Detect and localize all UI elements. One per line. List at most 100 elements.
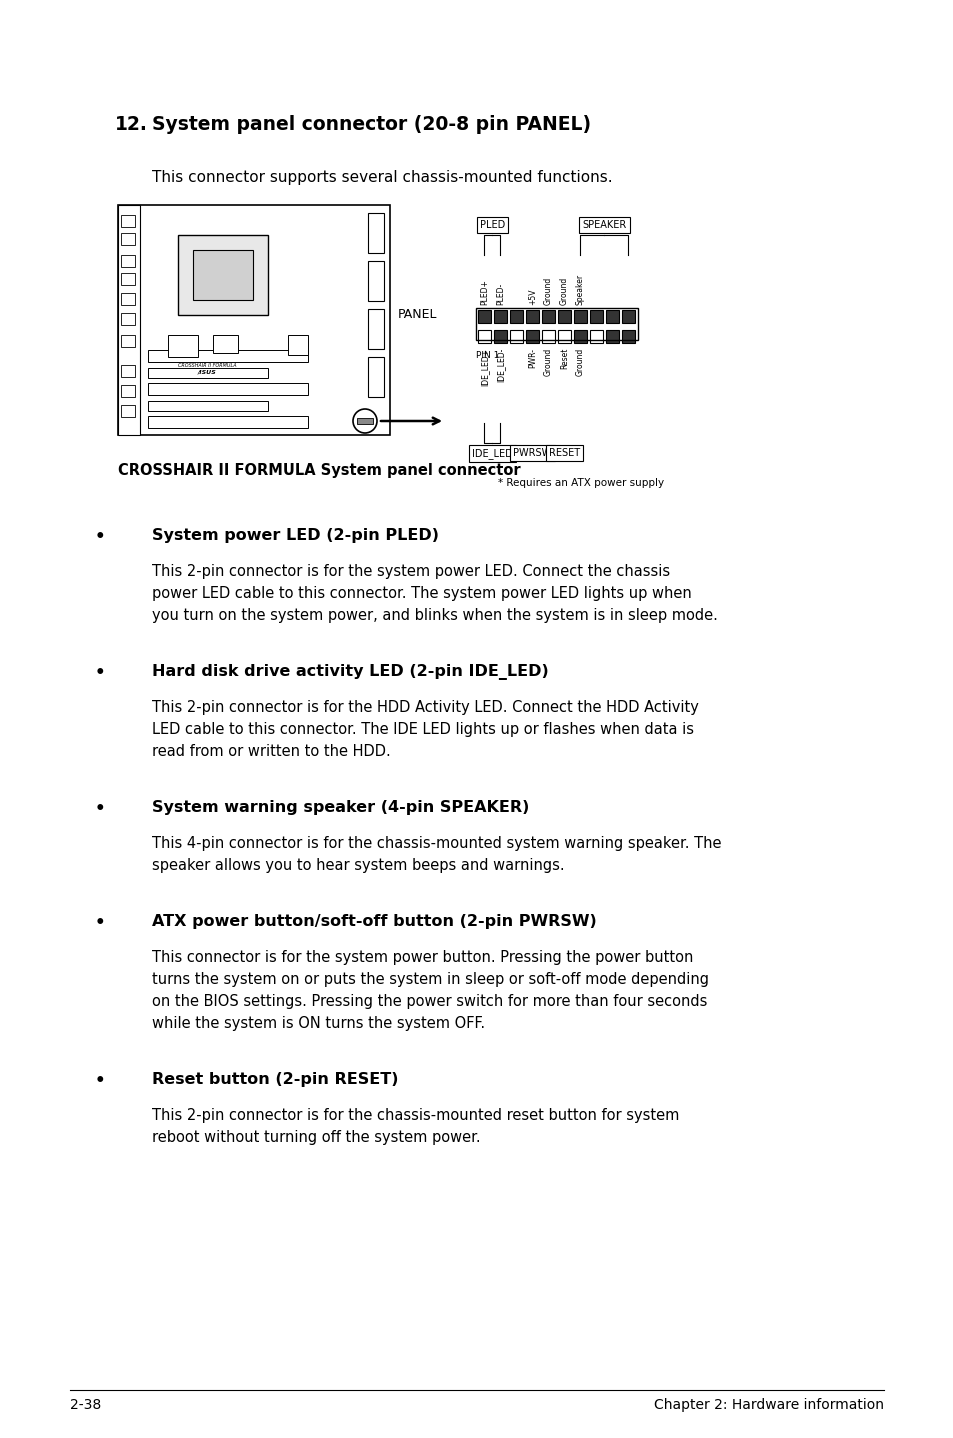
Bar xyxy=(510,311,522,324)
Bar xyxy=(494,311,506,324)
Text: * Requires an ATX power supply: * Requires an ATX power supply xyxy=(497,477,663,487)
Bar xyxy=(118,206,140,436)
Text: •: • xyxy=(95,915,106,932)
Text: Chapter 2: Hardware information: Chapter 2: Hardware information xyxy=(654,1398,883,1412)
Bar xyxy=(121,233,135,244)
Bar xyxy=(121,255,135,267)
Text: System panel connector (20-8 pin PANEL): System panel connector (20-8 pin PANEL) xyxy=(152,115,591,134)
Text: System power LED (2-pin PLED): System power LED (2-pin PLED) xyxy=(152,528,438,544)
Bar xyxy=(589,329,602,344)
Bar xyxy=(121,293,135,305)
Bar xyxy=(148,349,308,362)
Bar xyxy=(121,406,135,417)
Bar xyxy=(288,335,308,355)
Bar xyxy=(605,311,618,324)
Bar xyxy=(121,313,135,325)
Text: Ground: Ground xyxy=(543,348,553,377)
Text: System warning speaker (4-pin SPEAKER): System warning speaker (4-pin SPEAKER) xyxy=(152,800,529,815)
Text: /ISUS: /ISUS xyxy=(198,370,216,375)
Bar xyxy=(574,329,586,344)
Bar xyxy=(178,234,268,315)
Text: PLED+: PLED+ xyxy=(479,279,489,305)
Bar xyxy=(121,216,135,227)
Bar xyxy=(148,368,268,378)
Bar xyxy=(476,308,638,339)
Text: This 4-pin connector is for the chassis-mounted system warning speaker. The: This 4-pin connector is for the chassis-… xyxy=(152,835,720,851)
Text: •: • xyxy=(95,664,106,682)
Bar xyxy=(477,311,491,324)
Bar xyxy=(574,311,586,324)
Text: This 2-pin connector is for the HDD Activity LED. Connect the HDD Activity: This 2-pin connector is for the HDD Acti… xyxy=(152,700,699,715)
Bar xyxy=(213,335,237,352)
Text: CROSSHAIR II FORMULA System panel connector: CROSSHAIR II FORMULA System panel connec… xyxy=(118,463,520,477)
Text: +5V: +5V xyxy=(527,289,537,305)
Bar xyxy=(589,311,602,324)
Bar xyxy=(193,250,253,301)
Text: IDE_LED: IDE_LED xyxy=(472,449,513,459)
Text: PLED-: PLED- xyxy=(496,283,504,305)
Text: PLED: PLED xyxy=(479,220,504,230)
Text: power LED cable to this connector. The system power LED lights up when: power LED cable to this connector. The s… xyxy=(152,587,691,601)
Text: Speaker: Speaker xyxy=(576,273,584,305)
Bar xyxy=(168,335,198,357)
Text: ATX power button/soft-off button (2-pin PWRSW): ATX power button/soft-off button (2-pin … xyxy=(152,915,597,929)
Text: on the BIOS settings. Pressing the power switch for more than four seconds: on the BIOS settings. Pressing the power… xyxy=(152,994,706,1009)
Bar xyxy=(148,383,308,395)
Text: PWRSW: PWRSW xyxy=(513,449,551,457)
Text: Ground: Ground xyxy=(543,276,553,305)
Text: This 2-pin connector is for the system power LED. Connect the chassis: This 2-pin connector is for the system p… xyxy=(152,564,669,580)
Text: LED cable to this connector. The IDE LED lights up or flashes when data is: LED cable to this connector. The IDE LED… xyxy=(152,722,693,738)
Bar xyxy=(558,329,571,344)
Text: Reset button (2-pin RESET): Reset button (2-pin RESET) xyxy=(152,1071,398,1087)
Text: This connector supports several chassis-mounted functions.: This connector supports several chassis-… xyxy=(152,170,612,186)
Text: •: • xyxy=(95,1071,106,1090)
Bar xyxy=(121,273,135,285)
Bar xyxy=(121,385,135,397)
Bar xyxy=(121,335,135,347)
Bar xyxy=(605,329,618,344)
Bar xyxy=(525,329,538,344)
Text: you turn on the system power, and blinks when the system is in sleep mode.: you turn on the system power, and blinks… xyxy=(152,608,717,623)
Bar xyxy=(368,357,384,397)
Text: IDE_LED-: IDE_LED- xyxy=(496,348,504,383)
Text: Ground: Ground xyxy=(576,348,584,377)
Bar xyxy=(621,329,635,344)
Text: Ground: Ground xyxy=(559,276,568,305)
Bar xyxy=(368,309,384,349)
Text: •: • xyxy=(95,800,106,818)
Text: IDE_LED+: IDE_LED+ xyxy=(479,348,489,385)
Bar xyxy=(148,401,268,411)
Bar xyxy=(558,311,571,324)
Text: •: • xyxy=(95,528,106,546)
Text: Hard disk drive activity LED (2-pin IDE_LED): Hard disk drive activity LED (2-pin IDE_… xyxy=(152,664,548,680)
Bar xyxy=(121,365,135,377)
Text: speaker allows you to hear system beeps and warnings.: speaker allows you to hear system beeps … xyxy=(152,858,564,873)
Circle shape xyxy=(353,408,376,433)
Bar xyxy=(477,329,491,344)
Text: RESET: RESET xyxy=(548,449,579,457)
Text: 2-38: 2-38 xyxy=(70,1398,101,1412)
Text: PWR-: PWR- xyxy=(527,348,537,368)
Bar xyxy=(621,311,635,324)
Bar xyxy=(148,416,308,429)
Bar xyxy=(368,262,384,301)
Text: PIN 1: PIN 1 xyxy=(476,351,498,360)
Bar xyxy=(510,329,522,344)
Bar xyxy=(118,206,390,436)
Text: This 2-pin connector is for the chassis-mounted reset button for system: This 2-pin connector is for the chassis-… xyxy=(152,1109,679,1123)
Text: while the system is ON turns the system OFF.: while the system is ON turns the system … xyxy=(152,1017,485,1031)
Text: reboot without turning off the system power.: reboot without turning off the system po… xyxy=(152,1130,480,1145)
Bar xyxy=(541,311,555,324)
Bar xyxy=(368,213,384,253)
Bar xyxy=(541,329,555,344)
Text: 12.: 12. xyxy=(115,115,148,134)
Bar xyxy=(494,329,506,344)
Bar xyxy=(525,311,538,324)
Text: read from or written to the HDD.: read from or written to the HDD. xyxy=(152,743,391,759)
Bar xyxy=(356,418,373,424)
Text: SPEAKER: SPEAKER xyxy=(581,220,626,230)
Text: Reset: Reset xyxy=(559,348,568,370)
Text: This connector is for the system power button. Pressing the power button: This connector is for the system power b… xyxy=(152,951,693,965)
Text: turns the system on or puts the system in sleep or soft-off mode depending: turns the system on or puts the system i… xyxy=(152,972,708,986)
Text: CROSSHAIR II FORMULA: CROSSHAIR II FORMULA xyxy=(178,362,236,368)
